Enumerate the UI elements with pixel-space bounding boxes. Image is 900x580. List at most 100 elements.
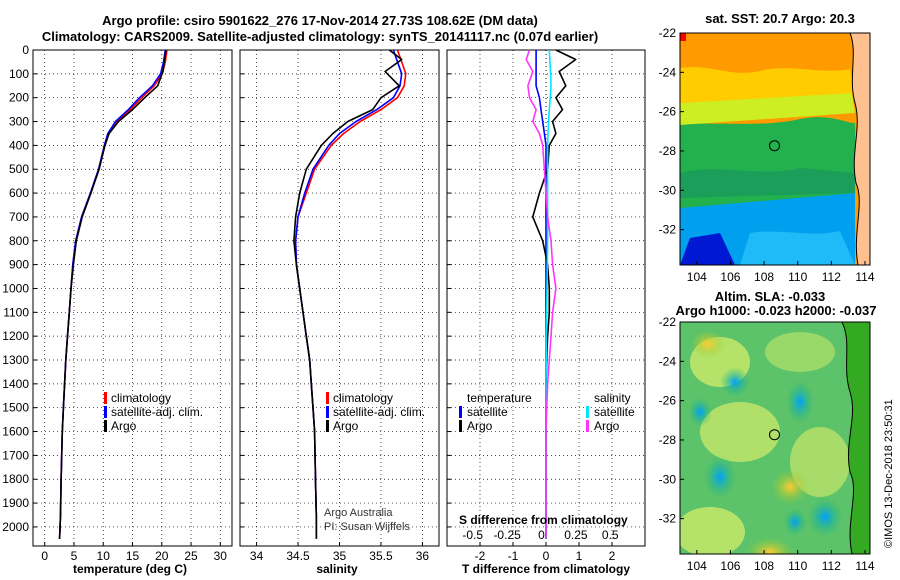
legend-marker-argo	[326, 420, 329, 432]
depth-tick-label: 2000	[2, 520, 29, 534]
legend-marker-satellite	[104, 406, 107, 418]
depth-tick-label: 100	[9, 67, 29, 81]
legend-s-argo: Argo	[594, 419, 620, 433]
lat-tick-label: -30	[659, 472, 677, 486]
x-tick-label: 34	[250, 549, 264, 563]
legend-salinity-title: salinity	[594, 391, 631, 405]
sst-map-title: sat. SST: 20.7 Argo: 20.3	[705, 11, 855, 26]
s-diff-tick-label: 0	[538, 528, 545, 542]
x-tick-label: 20	[155, 549, 169, 563]
lon-tick-label: 112	[822, 270, 841, 284]
depth-tick-label: 1700	[2, 448, 29, 462]
legend-temperature-title: temperature	[467, 391, 532, 405]
credit-line2: PI: Susan Wijffels	[324, 521, 410, 533]
legend-marker-satellite	[326, 406, 329, 418]
depth-tick-label: 1600	[2, 425, 29, 439]
lon-tick-label: 114	[855, 270, 874, 284]
difference-profiles	[525, 49, 577, 539]
lon-tick-label: 104	[687, 270, 707, 284]
temperature-panel: 0100200300400500600700800900100011001200…	[2, 43, 233, 576]
salinity-profiles	[293, 49, 407, 539]
temperature-grid	[33, 49, 232, 546]
depth-tick-label: 1000	[2, 281, 29, 295]
temperature-axis-label: temperature (deg C)	[73, 562, 187, 576]
s-diff-tick-label: 0.25	[564, 528, 588, 542]
x-tick-label: 25	[184, 549, 198, 563]
s-diff-tick-label: -0.25	[493, 528, 521, 542]
legend-marker-s-argo	[586, 420, 589, 432]
depth-tick-label: 300	[9, 115, 29, 129]
s-diff-tick-labels: -0.5 -0.25 0 0.25 0.5	[462, 528, 619, 542]
sla-title-line1: Altim. SLA: -0.033	[715, 289, 826, 304]
temperature-legend: climatology satellite-adj. clim. Argo	[104, 391, 203, 433]
lat-tick-label: -22	[659, 26, 677, 40]
salinity-panel: 34 34.5 35 35.5 36 salinity climatology sate…	[239, 49, 440, 576]
lon-tick-label: 110	[788, 270, 807, 284]
legend-climatology: climatology	[333, 391, 393, 405]
x-tick-label: 0	[543, 549, 550, 563]
depth-tick-label: 500	[9, 162, 29, 176]
t-diff-tick-labels: -2 -1 0 1 2	[475, 549, 616, 563]
credit-line1: Argo Australia	[324, 507, 393, 519]
depth-tick-label: 1500	[2, 401, 29, 415]
s-diff-axis-label: S difference from climatology	[459, 513, 628, 527]
s-diff-tick-label: -0.5	[462, 528, 483, 542]
depth-tick-label: 1300	[2, 353, 29, 367]
lon-tick-label: 104	[687, 559, 707, 573]
title-line2: Climatology: CARS2009. Satellite-adjuste…	[42, 29, 598, 44]
salinity-axis-label: salinity	[316, 562, 358, 576]
temperature-profiles	[58, 49, 168, 539]
legend-s-satellite: satellite	[594, 405, 635, 419]
depth-tick-labels: 0 100 200 300 400 500 600 700 800 900 1000 1100 1200…	[2, 43, 29, 534]
depth-tick-label: 1900	[2, 496, 29, 510]
legend-satellite: satellite-adj. clim.	[111, 405, 203, 419]
sst-map: sat. SST: 20.7 Argo: 20.3 104 106 108 110 11…	[659, 11, 875, 284]
lat-tick-label: -24	[659, 354, 677, 368]
sst-argo-location-marker	[769, 140, 780, 152]
series-argo	[293, 49, 403, 539]
lat-tick-label: -26	[659, 394, 677, 408]
difference-panel: -2 -1 0 1 2 S difference from climatology -0…	[446, 49, 646, 576]
legend-marker-t-satellite	[459, 406, 462, 418]
depth-tick-label: 900	[9, 258, 29, 272]
imos-stamp: ©IMOS 13-Dec-2018 23:50:31	[883, 399, 895, 548]
x-tick-label: -1	[508, 549, 519, 563]
t-diff-axis-label: T difference from climatology	[462, 562, 630, 576]
legend-argo: Argo	[111, 419, 137, 433]
legend-marker-climatology	[104, 392, 107, 404]
sla-map-ticks: 104 106 108 110 112 114 -22 -24 -26 -28 -30 -32	[659, 315, 875, 573]
x-tick-label: 35.5	[369, 549, 393, 563]
series-salinity-argo	[525, 49, 557, 539]
legend-argo: Argo	[333, 419, 359, 433]
legend-satellite: satellite-adj. clim.	[333, 405, 425, 419]
lat-tick-label: -32	[659, 223, 677, 237]
lon-tick-label: 108	[754, 559, 774, 573]
title-line1: Argo profile: csiro 5901622_276 17-Nov-2…	[102, 13, 538, 28]
salinity-diff-legend: salinity satellite Argo	[586, 391, 635, 433]
depth-tick-label: 1200	[2, 329, 29, 343]
depth-tick-label: 800	[9, 234, 29, 248]
x-tick-label: 10	[97, 549, 111, 563]
sla-title-line2: Argo h1000: -0.023 h2000: -0.037	[676, 303, 877, 318]
legend-t-argo: Argo	[467, 419, 493, 433]
sla-map-canvas	[680, 322, 870, 554]
x-tick-label: 1	[576, 549, 583, 563]
salinity-legend: climatology satellite-adj. clim. Argo	[326, 391, 425, 433]
lat-tick-label: -26	[659, 105, 677, 119]
x-tick-label: 2	[609, 549, 616, 563]
legend-climatology: climatology	[111, 391, 171, 405]
legend-marker-climatology	[326, 392, 329, 404]
depth-tick-label: 600	[9, 186, 29, 200]
legend-marker-argo	[104, 420, 107, 432]
x-tick-label: 30	[214, 549, 228, 563]
depth-tick-label: 400	[9, 138, 29, 152]
sla-map: Altim. SLA: -0.033 Argo h1000: -0.023 h2…	[659, 289, 877, 573]
salinity-tick-labels: 34 34.5 35 35.5 36	[250, 549, 430, 563]
salinity-grid	[240, 49, 439, 546]
lon-tick-label: 110	[788, 559, 807, 573]
legend-marker-s-satellite	[586, 406, 589, 418]
lon-tick-label: 112	[822, 559, 841, 573]
x-tick-label: 34.5	[286, 549, 310, 563]
sst-map-ticks: 104 106 108 110 112 114 -22 -24 -26 -28 -30 -32	[659, 26, 875, 284]
